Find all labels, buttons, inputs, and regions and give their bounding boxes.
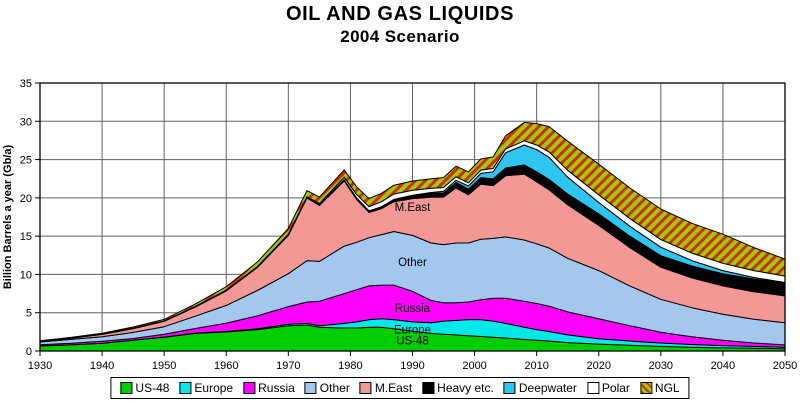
legend-label-other: Other: [319, 381, 350, 395]
legend-swatch-meast: [359, 382, 372, 394]
legend-label-ngl: NGL: [654, 381, 680, 395]
y-tick-label-35: 35: [20, 78, 32, 90]
legend-label-deepwater: Deepwater: [518, 381, 577, 395]
x-tick-label-1950: 1950: [152, 360, 176, 372]
legend-swatch-heavy: [422, 382, 435, 394]
area-label-other: Other: [398, 257, 427, 269]
legend-swatch-deepwater: [503, 382, 516, 394]
legend-item-deepwater: Deepwater: [503, 381, 577, 395]
y-tick-label-20: 20: [20, 193, 32, 205]
legend-swatch-ngl: [639, 382, 652, 394]
x-tick-label-1930: 1930: [28, 360, 52, 372]
chart-subtitle: 2004 Scenario: [340, 27, 460, 46]
x-tick-label-1980: 1980: [338, 360, 362, 372]
x-tick-label-1940: 1940: [90, 360, 114, 372]
y-axis-title: Billion Barrels a year (Gb/a): [2, 145, 14, 290]
legend-label-europe: Europe: [194, 381, 234, 395]
legend-swatch-us48: [120, 382, 133, 394]
area-label-russia: Russia: [395, 303, 431, 315]
legend-label-meast: M.East: [374, 381, 413, 395]
y-tick-label-0: 0: [26, 346, 32, 358]
x-tick-label-2050: 2050: [773, 360, 797, 372]
x-tick-label-1990: 1990: [400, 360, 424, 372]
area-label-us48: US-48: [396, 335, 429, 347]
legend-swatch-other: [304, 382, 317, 394]
chart-title: OIL AND GAS LIQUIDS: [285, 3, 515, 25]
legend: US-48 Europe Russia Other M.East Heavy etc. De…: [110, 377, 690, 399]
area-label-meast: M.East: [395, 202, 432, 214]
legend-swatch-europe: [179, 382, 192, 394]
x-tick-label-1960: 1960: [214, 360, 238, 372]
legend-item-polar: Polar: [586, 381, 630, 395]
legend-item-russia: Russia: [243, 381, 295, 395]
y-tick-label-25: 25: [20, 155, 32, 167]
x-tick-label-2040: 2040: [711, 360, 735, 372]
legend-item-europe: Europe: [179, 381, 233, 395]
y-tick-label-30: 30: [20, 116, 32, 128]
legend-item-other: Other: [304, 381, 350, 395]
legend-swatch-polar: [586, 382, 599, 394]
legend-label-polar: Polar: [601, 381, 630, 395]
legend-swatch-russia: [243, 382, 256, 394]
legend-item-meast: M.East: [359, 381, 413, 395]
legend-label-heavy: Heavy etc.: [437, 381, 494, 395]
area-label-europe: Europe: [394, 324, 431, 336]
x-tick-label-1970: 1970: [276, 360, 300, 372]
legend-item-ngl: NGL: [639, 381, 680, 395]
y-tick-label-5: 5: [26, 308, 32, 320]
x-tick-label-2030: 2030: [649, 360, 673, 372]
legend-item-us48: US-48: [120, 381, 169, 395]
legend-label-russia: Russia: [258, 381, 295, 395]
legend-item-heavy: Heavy etc.: [422, 381, 494, 395]
y-tick-label-15: 15: [20, 231, 32, 243]
x-tick-label-2010: 2010: [524, 360, 548, 372]
x-tick-label-2020: 2020: [587, 360, 611, 372]
legend-label-us48: US-48: [135, 381, 170, 395]
x-tick-label-2000: 2000: [462, 360, 486, 372]
y-tick-label-10: 10: [20, 269, 32, 281]
